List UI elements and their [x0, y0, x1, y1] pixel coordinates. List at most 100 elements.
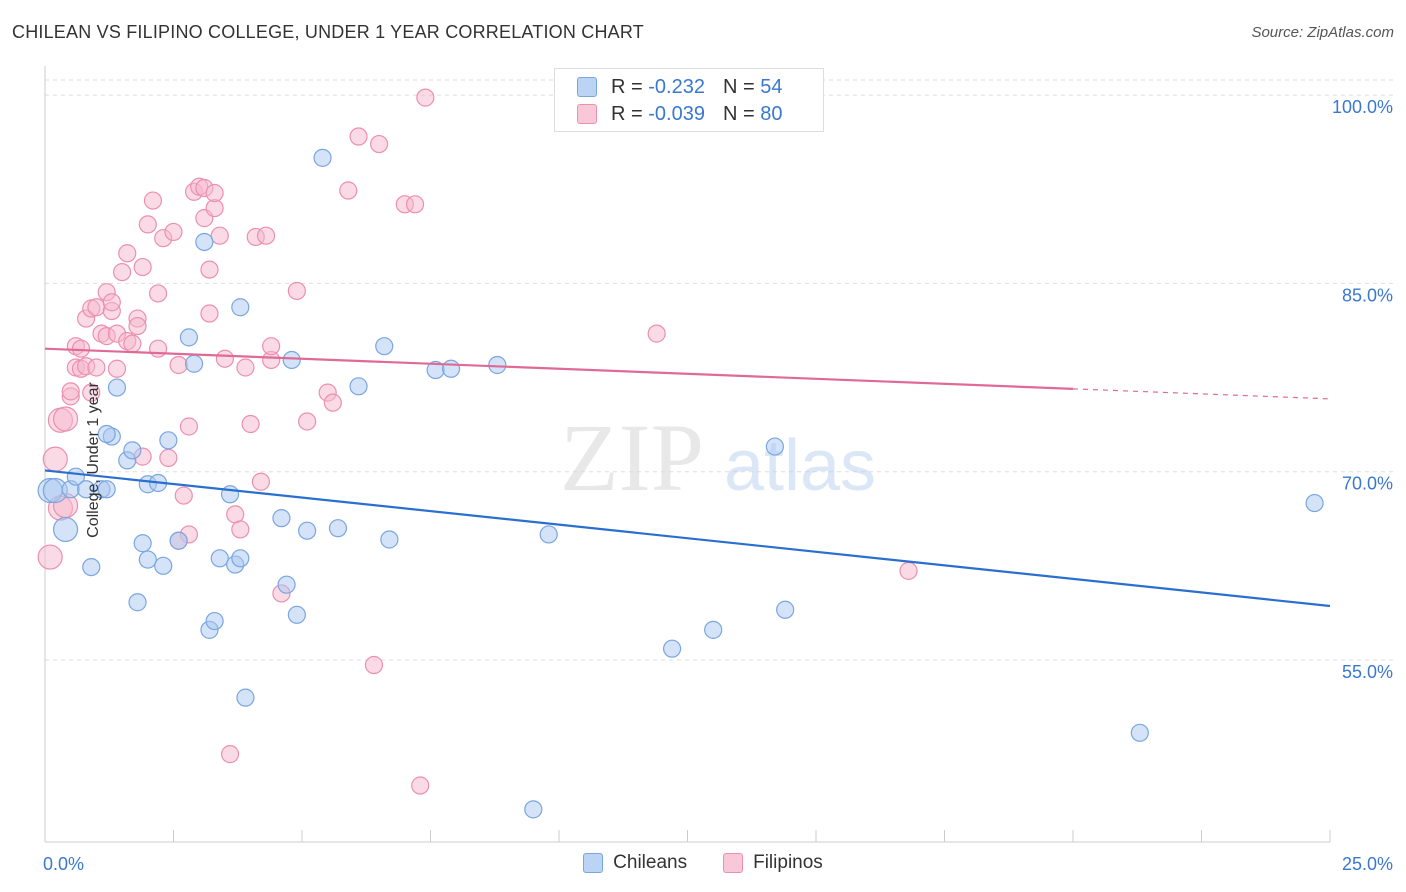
- chileans-point: [138, 550, 157, 569]
- filipinos-point: [405, 195, 425, 214]
- chileans-point: [128, 593, 147, 612]
- chileans-point: [287, 605, 306, 624]
- chileans-point: [231, 298, 250, 317]
- filipinos-point: [205, 183, 224, 203]
- filipinos-point: [339, 181, 358, 200]
- filipinos-point: [364, 655, 384, 675]
- chileans-point: [380, 530, 399, 549]
- chileans-n-value: 54: [760, 75, 783, 98]
- filipinos-point: [87, 358, 106, 377]
- chileans-point: [776, 600, 795, 619]
- filipinos-point: [148, 284, 168, 303]
- filipinos-point: [226, 505, 245, 524]
- y-tick-label: 85.0%: [1342, 285, 1393, 305]
- legend-item-filipinos[interactable]: Filipinos: [723, 852, 823, 874]
- stats-legend: R = -0.232 N = 54 R = -0.039 N = 80: [554, 68, 824, 132]
- chileans-point: [441, 359, 461, 378]
- chileans-point: [704, 620, 723, 639]
- watermark: ZIP atlas: [560, 404, 876, 511]
- filipinos-point: [262, 337, 281, 356]
- series-filipinos: [37, 88, 918, 795]
- filipinos-point: [179, 417, 199, 436]
- filipinos-point: [349, 127, 368, 146]
- filipinos-point: [215, 349, 234, 368]
- filipinos-point: [148, 339, 168, 358]
- chileans-point: [107, 378, 127, 397]
- chileans-point: [231, 549, 250, 568]
- filipinos-n-value: 80: [760, 102, 783, 125]
- filipinos-point: [112, 263, 132, 282]
- filipinos-point: [236, 358, 255, 377]
- chileans-point: [328, 519, 348, 538]
- series-legend: Chileans Filipinos: [0, 852, 1406, 874]
- chileans-point: [184, 354, 204, 373]
- filipinos-n-label: N =: [722, 102, 755, 125]
- y-axis-label: College, Under 1 year: [84, 382, 102, 538]
- filipinos-point: [210, 226, 229, 245]
- chileans-point: [298, 521, 317, 540]
- chart-source: Source: ZipAtlas.com: [1251, 24, 1394, 41]
- filipinos-point: [143, 191, 163, 210]
- chileans-point: [123, 441, 142, 460]
- chileans-r-label: R =: [611, 75, 643, 98]
- chileans-point: [313, 148, 332, 167]
- filipinos-point: [174, 486, 193, 505]
- filipinos-trend-extension: [1072, 388, 1331, 400]
- trend-lines: [44, 347, 1331, 608]
- chileans-point: [375, 337, 394, 356]
- y-tick-label: 100.0%: [1332, 97, 1393, 117]
- chileans-swatch: [577, 77, 597, 97]
- chileans-point: [1130, 723, 1149, 742]
- filipinos-point: [411, 776, 430, 795]
- filipinos-point: [251, 472, 270, 491]
- chileans-point: [488, 355, 507, 375]
- filipinos-point: [200, 260, 219, 279]
- legend-chileans-swatch: [583, 853, 604, 873]
- filipinos-point: [370, 134, 389, 154]
- chileans-point: [52, 516, 79, 543]
- legend-item-chileans[interactable]: Chileans: [583, 852, 687, 874]
- filipinos-point: [416, 88, 435, 107]
- filipinos-point: [87, 298, 106, 317]
- filipinos-point: [220, 745, 240, 764]
- chileans-point: [272, 509, 291, 528]
- filipinos-swatch: [577, 104, 597, 124]
- series-chileans: [37, 148, 1324, 819]
- x-tick-label-min: 0.0%: [43, 854, 84, 874]
- chart-title: CHILEAN VS FILIPINO COLLEGE, UNDER 1 YEA…: [12, 22, 644, 42]
- filipinos-point: [102, 293, 121, 312]
- filipinos-point: [118, 244, 137, 263]
- chileans-point: [133, 534, 152, 553]
- chileans-point: [154, 556, 173, 575]
- filipinos-point: [647, 324, 666, 343]
- chileans-point: [97, 480, 116, 499]
- filipinos-point: [107, 359, 127, 378]
- filipinos-point: [123, 334, 142, 353]
- chileans-point: [236, 688, 255, 707]
- chileans-point: [277, 575, 296, 594]
- filipinos-r-label: R =: [611, 102, 643, 125]
- filipinos-point: [138, 215, 157, 234]
- filipinos-point: [323, 393, 342, 412]
- chileans-trend-line: [44, 469, 1331, 608]
- chileans-point: [82, 557, 101, 577]
- chileans-r-value: -0.232: [648, 75, 705, 98]
- stats-legend-row-chileans: R = -0.232 N = 54: [577, 75, 782, 99]
- filipinos-point: [200, 304, 219, 323]
- chileans-point: [169, 531, 188, 550]
- filipinos-r-value: -0.039: [648, 102, 705, 125]
- filipinos-point: [71, 339, 91, 358]
- filipinos-point: [61, 382, 80, 401]
- watermark-atlas: atlas: [724, 426, 876, 506]
- filipinos-point: [128, 316, 147, 336]
- filipinos-point: [256, 226, 276, 245]
- chileans-point: [1305, 493, 1324, 513]
- chileans-point: [210, 549, 229, 568]
- filipinos-point: [37, 544, 63, 570]
- watermark-zip: ZIP: [560, 404, 704, 511]
- filipinos-point: [169, 355, 188, 375]
- y-tick-label: 70.0%: [1342, 474, 1393, 494]
- chileans-point: [524, 800, 543, 819]
- chileans-point: [195, 232, 214, 252]
